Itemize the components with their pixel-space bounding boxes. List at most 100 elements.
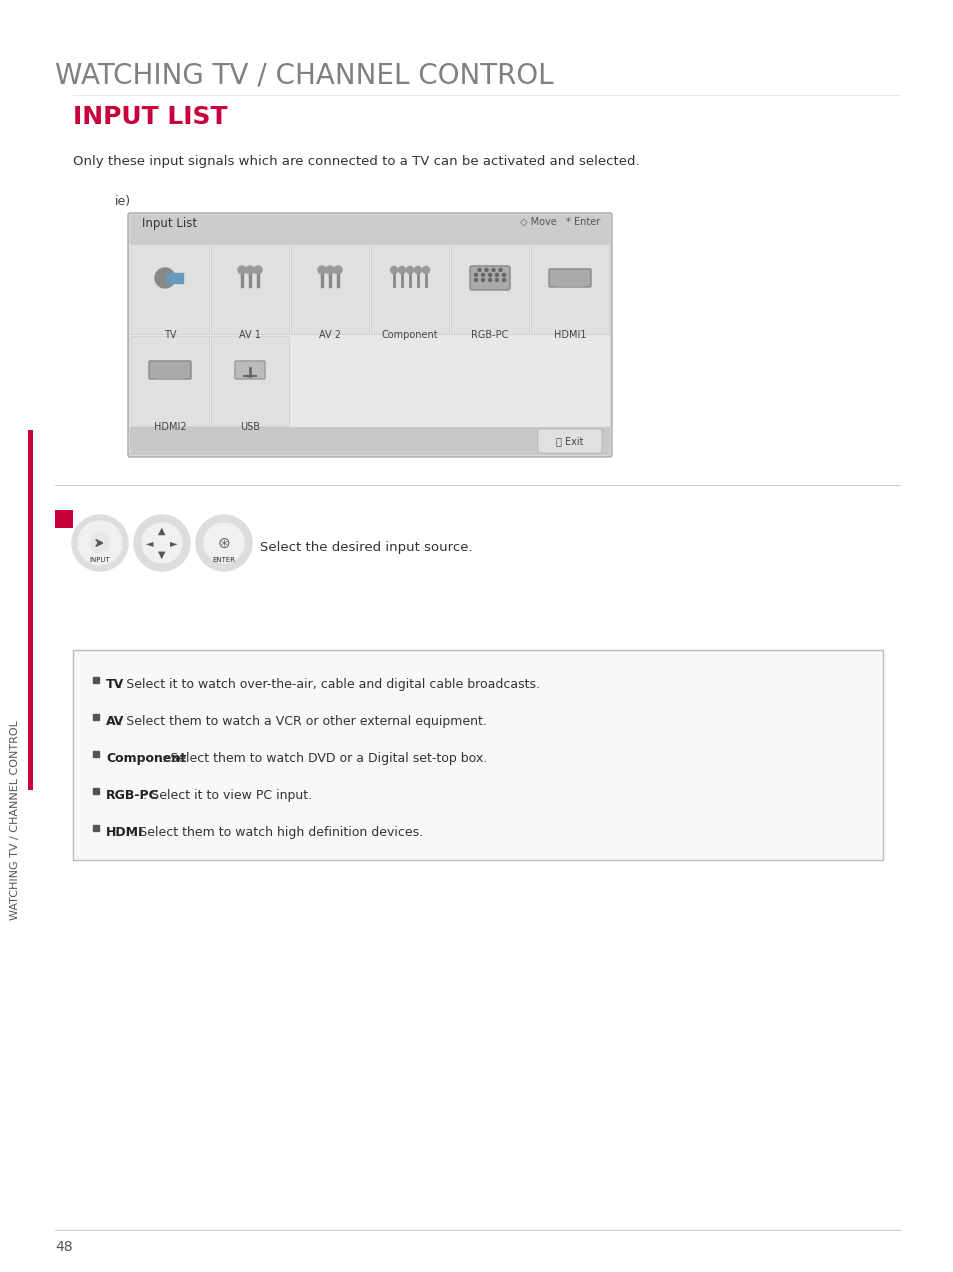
- Text: USB: USB: [240, 422, 260, 432]
- Text: Component: Component: [381, 329, 437, 340]
- FancyBboxPatch shape: [73, 650, 882, 860]
- Text: ENTER: ENTER: [213, 557, 235, 563]
- Circle shape: [492, 268, 495, 271]
- Text: HDMI1: HDMI1: [553, 329, 586, 340]
- FancyBboxPatch shape: [548, 268, 590, 287]
- Bar: [92, 787, 99, 794]
- Text: ◇ Move   * Enter: ◇ Move * Enter: [519, 218, 599, 226]
- Circle shape: [78, 522, 122, 565]
- Text: 1: 1: [59, 538, 69, 552]
- Polygon shape: [156, 368, 184, 378]
- Text: ◄: ◄: [146, 538, 153, 548]
- Circle shape: [484, 268, 488, 271]
- Circle shape: [498, 268, 501, 271]
- Bar: [92, 750, 99, 757]
- Circle shape: [481, 273, 484, 276]
- Bar: [531, 336, 608, 426]
- Circle shape: [326, 266, 334, 273]
- FancyBboxPatch shape: [128, 212, 612, 457]
- Circle shape: [422, 266, 429, 273]
- FancyBboxPatch shape: [470, 266, 510, 290]
- Text: Input List: Input List: [142, 218, 197, 230]
- Bar: [130, 215, 609, 243]
- Circle shape: [154, 268, 174, 287]
- Circle shape: [334, 266, 341, 273]
- Circle shape: [474, 279, 477, 281]
- FancyBboxPatch shape: [234, 361, 265, 379]
- Circle shape: [474, 273, 477, 276]
- Text: HDMI: HDMI: [106, 826, 143, 840]
- Circle shape: [488, 273, 491, 276]
- Circle shape: [195, 515, 252, 571]
- Bar: [371, 336, 449, 426]
- FancyBboxPatch shape: [149, 361, 191, 379]
- Text: Only these input signals which are connected to a TV can be activated and select: Only these input signals which are conne…: [73, 155, 639, 168]
- Bar: [291, 336, 369, 426]
- Bar: [130, 427, 609, 455]
- Text: WATCHING TV / CHANNEL CONTROL: WATCHING TV / CHANNEL CONTROL: [55, 62, 553, 90]
- Circle shape: [495, 279, 498, 281]
- Circle shape: [390, 266, 397, 273]
- Text: RGB-PC: RGB-PC: [471, 329, 508, 340]
- Bar: [130, 243, 609, 427]
- Text: ▼: ▼: [158, 550, 166, 560]
- Bar: [92, 677, 99, 683]
- Circle shape: [406, 266, 413, 273]
- Circle shape: [502, 279, 505, 281]
- Text: HDMI2: HDMI2: [153, 422, 186, 432]
- Circle shape: [481, 279, 484, 281]
- Circle shape: [90, 533, 110, 553]
- Circle shape: [253, 266, 262, 273]
- Bar: [451, 336, 529, 426]
- Text: RGB-PC: RGB-PC: [106, 789, 158, 803]
- Text: AV 1: AV 1: [239, 329, 261, 340]
- Bar: [371, 244, 449, 335]
- FancyBboxPatch shape: [55, 510, 73, 528]
- Text: ►: ►: [170, 538, 177, 548]
- Circle shape: [398, 266, 405, 273]
- Polygon shape: [556, 276, 583, 286]
- Circle shape: [477, 268, 480, 271]
- FancyBboxPatch shape: [537, 429, 601, 453]
- Circle shape: [204, 523, 244, 563]
- Circle shape: [317, 266, 326, 273]
- Text: 🎧 Exit: 🎧 Exit: [556, 436, 583, 446]
- Bar: [131, 336, 209, 426]
- Circle shape: [495, 273, 498, 276]
- Circle shape: [488, 279, 491, 281]
- Text: Select the desired input source.: Select the desired input source.: [260, 541, 472, 553]
- Bar: [92, 714, 99, 720]
- Text: : Select it to view PC input.: : Select it to view PC input.: [143, 789, 312, 803]
- Text: TV: TV: [164, 329, 176, 340]
- Text: AV 2: AV 2: [318, 329, 340, 340]
- Text: INPUT LIST: INPUT LIST: [73, 106, 227, 128]
- Text: : Select them to watch a VCR or other external equipment.: : Select them to watch a VCR or other ex…: [118, 715, 487, 728]
- Circle shape: [246, 266, 253, 273]
- Text: ⊛: ⊛: [217, 536, 230, 551]
- Bar: [167, 273, 183, 282]
- Bar: [291, 244, 369, 335]
- Circle shape: [71, 515, 128, 571]
- Circle shape: [142, 523, 182, 563]
- Text: AV: AV: [106, 715, 124, 728]
- Bar: [531, 244, 608, 335]
- Circle shape: [414, 266, 421, 273]
- Bar: [211, 336, 289, 426]
- Circle shape: [502, 273, 505, 276]
- Text: 48: 48: [55, 1240, 72, 1254]
- Text: INPUT: INPUT: [90, 557, 111, 563]
- Circle shape: [133, 515, 190, 571]
- Text: Component: Component: [106, 752, 186, 764]
- Bar: [211, 244, 289, 335]
- Text: TV: TV: [106, 678, 124, 691]
- Text: ▲: ▲: [158, 527, 166, 536]
- Bar: [451, 244, 529, 335]
- Text: WATCHING TV / CHANNEL CONTROL: WATCHING TV / CHANNEL CONTROL: [10, 720, 20, 920]
- Text: : Select them to watch DVD or a Digital set-top box.: : Select them to watch DVD or a Digital …: [162, 752, 487, 764]
- Text: : Select them to watch high definition devices.: : Select them to watch high definition d…: [131, 826, 422, 840]
- Bar: [0, 445, 28, 1215]
- Circle shape: [237, 266, 246, 273]
- Text: ie): ie): [115, 195, 131, 209]
- Bar: [28, 430, 33, 790]
- Bar: [92, 826, 99, 831]
